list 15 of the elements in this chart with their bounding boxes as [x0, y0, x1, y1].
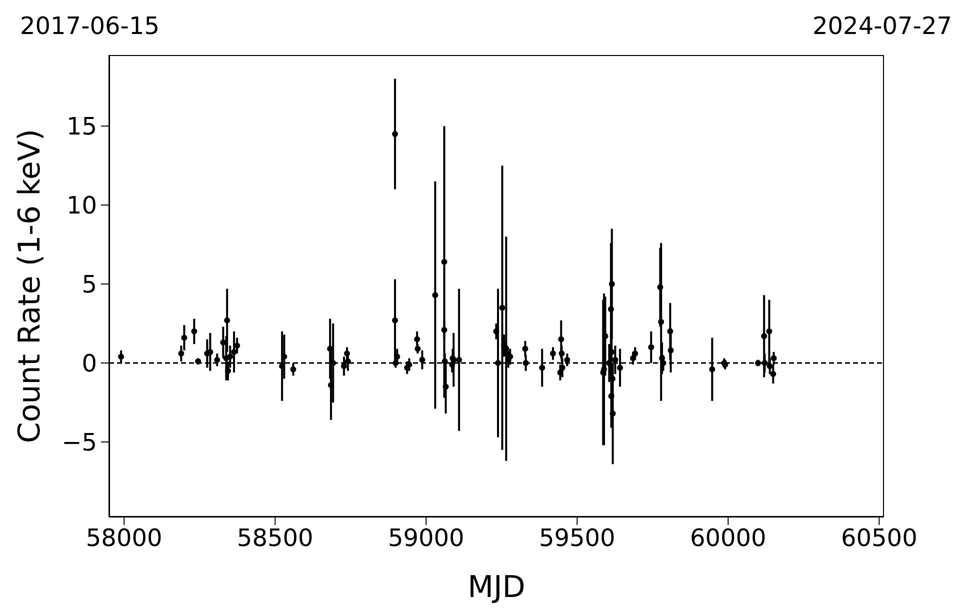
y-tick-label: 15 — [66, 112, 97, 141]
x-tick-label: 59000 — [388, 524, 464, 552]
x-tick-label: 58500 — [236, 524, 314, 552]
text: 2024-07-27 — [812, 12, 952, 40]
y-tick-label: −5 — [62, 428, 97, 456]
y-tick-label: 10 — [66, 192, 97, 220]
text: 2017-06-15 — [20, 12, 160, 40]
y-axis-title: Count Rate (1-6 keV) — [12, 128, 48, 444]
x-axis-title: MJD — [468, 570, 526, 605]
x-tick-label: 59500 — [538, 524, 616, 552]
x-tick-label: 60000 — [690, 524, 766, 552]
x-tick-label: 58000 — [86, 524, 162, 552]
y-tick-label: 5 — [82, 270, 97, 299]
x-tick-label: 60500 — [840, 524, 918, 552]
y-tick-label: 0 — [82, 350, 97, 378]
